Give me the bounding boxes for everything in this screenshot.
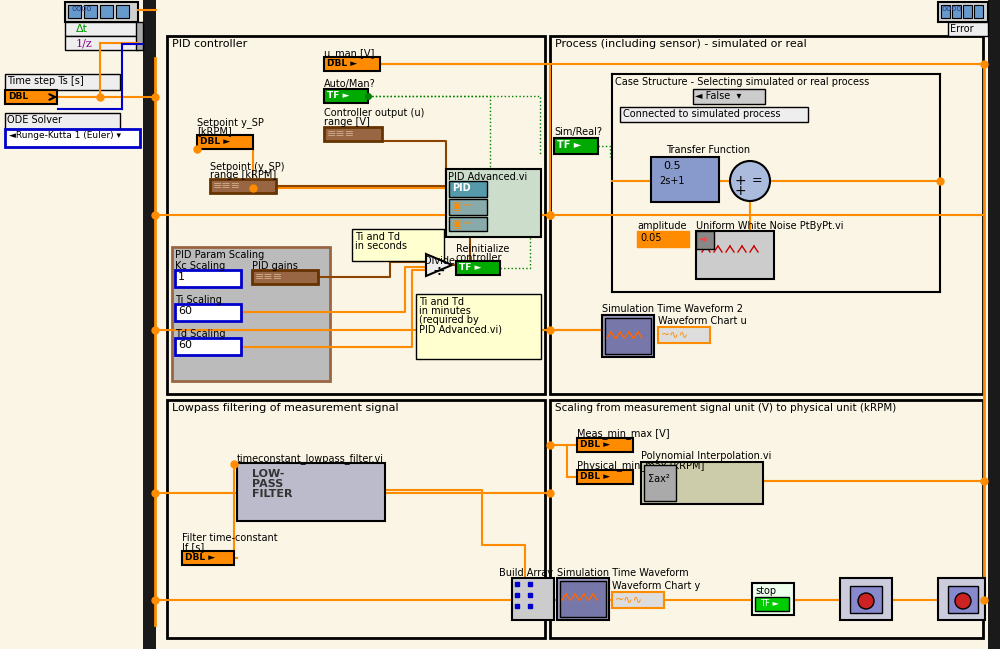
Text: in seconds: in seconds xyxy=(355,241,407,251)
Text: PID gains: PID gains xyxy=(252,261,298,271)
Text: +: + xyxy=(734,184,746,198)
FancyBboxPatch shape xyxy=(175,338,241,355)
FancyBboxPatch shape xyxy=(143,0,156,649)
FancyBboxPatch shape xyxy=(512,578,554,620)
FancyBboxPatch shape xyxy=(948,586,978,613)
Text: Uniform White Noise PtByPt.vi: Uniform White Noise PtByPt.vi xyxy=(696,221,844,231)
Text: PID Advanced.vi: PID Advanced.vi xyxy=(448,172,527,182)
FancyBboxPatch shape xyxy=(446,169,541,237)
FancyBboxPatch shape xyxy=(100,5,113,18)
FancyBboxPatch shape xyxy=(840,578,892,620)
FancyBboxPatch shape xyxy=(324,57,380,71)
Text: Meas_min_max [V]: Meas_min_max [V] xyxy=(577,428,670,439)
Text: Simulation Time Waveform 2: Simulation Time Waveform 2 xyxy=(602,304,743,314)
FancyBboxPatch shape xyxy=(557,578,609,620)
FancyBboxPatch shape xyxy=(941,5,950,18)
FancyBboxPatch shape xyxy=(416,294,541,359)
FancyBboxPatch shape xyxy=(5,113,120,129)
Circle shape xyxy=(955,593,971,609)
FancyBboxPatch shape xyxy=(252,270,318,284)
Text: Simulation Time Waveform: Simulation Time Waveform xyxy=(557,568,689,578)
FancyBboxPatch shape xyxy=(116,5,129,18)
FancyBboxPatch shape xyxy=(324,127,382,141)
FancyBboxPatch shape xyxy=(65,2,138,22)
Text: amplitude: amplitude xyxy=(637,221,686,231)
Text: DBL: DBL xyxy=(8,92,28,101)
Text: u_man [V]: u_man [V] xyxy=(324,48,374,59)
Text: Case Structure - Selecting simulated or real process: Case Structure - Selecting simulated or … xyxy=(615,77,869,87)
FancyBboxPatch shape xyxy=(755,597,789,611)
Text: Time step Ts [s]: Time step Ts [s] xyxy=(7,76,84,86)
FancyBboxPatch shape xyxy=(175,304,241,321)
Text: PASS: PASS xyxy=(252,479,283,489)
Text: TF ►: TF ► xyxy=(557,140,581,150)
Text: PID Advanced.vi): PID Advanced.vi) xyxy=(419,324,502,334)
Text: Filter time-constant: Filter time-constant xyxy=(182,533,278,543)
FancyBboxPatch shape xyxy=(560,581,606,617)
Text: Ti and Td: Ti and Td xyxy=(419,297,464,307)
FancyBboxPatch shape xyxy=(696,231,774,279)
FancyBboxPatch shape xyxy=(5,90,57,104)
Text: 0.5: 0.5 xyxy=(663,161,681,171)
Text: PID Param Scaling: PID Param Scaling xyxy=(175,250,264,260)
FancyBboxPatch shape xyxy=(65,36,138,50)
FancyBboxPatch shape xyxy=(182,551,234,565)
Text: TF ►: TF ► xyxy=(327,91,349,100)
Text: (required by: (required by xyxy=(419,315,479,325)
Text: ~∿∿: ~∿∿ xyxy=(661,329,689,339)
Text: =: = xyxy=(752,174,763,187)
FancyBboxPatch shape xyxy=(752,583,794,615)
FancyBboxPatch shape xyxy=(948,22,988,36)
Text: 60: 60 xyxy=(178,340,192,350)
Text: ▣~: ▣~ xyxy=(452,201,472,211)
Text: DBL ►: DBL ► xyxy=(185,553,215,562)
FancyBboxPatch shape xyxy=(938,2,988,22)
Text: Waveform Chart u: Waveform Chart u xyxy=(658,316,747,326)
Text: oooo: oooo xyxy=(942,4,962,13)
FancyBboxPatch shape xyxy=(850,586,882,613)
Polygon shape xyxy=(426,254,452,276)
Text: If [s]: If [s] xyxy=(182,542,204,552)
Text: ◄: ◄ xyxy=(699,233,706,243)
Circle shape xyxy=(858,593,874,609)
Text: 1: 1 xyxy=(178,272,185,282)
FancyBboxPatch shape xyxy=(612,592,664,608)
Text: range [V]: range [V] xyxy=(324,117,370,127)
Text: ÷: ÷ xyxy=(432,263,445,278)
Text: ≡≡≡: ≡≡≡ xyxy=(327,129,355,139)
Text: ≡≡≡: ≡≡≡ xyxy=(213,181,241,191)
FancyBboxPatch shape xyxy=(167,36,545,394)
FancyBboxPatch shape xyxy=(449,199,487,215)
Text: 1/z: 1/z xyxy=(76,38,93,48)
Text: ◄ False  ▾: ◄ False ▾ xyxy=(695,91,741,101)
FancyBboxPatch shape xyxy=(602,315,654,357)
Text: Connected to simulated process: Connected to simulated process xyxy=(623,109,780,119)
FancyBboxPatch shape xyxy=(963,5,972,18)
Text: timeconstant_lowpass_filter.vi: timeconstant_lowpass_filter.vi xyxy=(237,453,384,464)
FancyBboxPatch shape xyxy=(449,181,487,197)
FancyBboxPatch shape xyxy=(651,157,719,202)
FancyBboxPatch shape xyxy=(550,36,983,394)
Text: oooo: oooo xyxy=(72,4,92,13)
FancyBboxPatch shape xyxy=(84,5,97,18)
Text: ▣~: ▣~ xyxy=(452,219,472,229)
Text: Scaling from measurement signal unit (V) to physical unit (kRPM): Scaling from measurement signal unit (V)… xyxy=(555,403,896,413)
FancyBboxPatch shape xyxy=(952,5,961,18)
FancyBboxPatch shape xyxy=(65,22,138,36)
Text: Σax²: Σax² xyxy=(648,474,670,484)
FancyBboxPatch shape xyxy=(641,462,763,504)
Text: stop: stop xyxy=(755,586,776,596)
Text: Ti Scaling: Ti Scaling xyxy=(175,295,222,305)
Text: Build Array: Build Array xyxy=(499,568,553,578)
FancyBboxPatch shape xyxy=(197,135,253,149)
Text: ODE Solver: ODE Solver xyxy=(7,115,62,125)
Text: Δt: Δt xyxy=(76,24,88,34)
Text: Ti and Td: Ti and Td xyxy=(355,232,400,242)
Text: DBL ►: DBL ► xyxy=(580,472,610,481)
FancyBboxPatch shape xyxy=(637,231,689,247)
FancyBboxPatch shape xyxy=(210,179,276,193)
Text: controller: controller xyxy=(456,253,503,263)
FancyBboxPatch shape xyxy=(324,89,368,103)
Text: TF ►: TF ► xyxy=(459,263,481,272)
